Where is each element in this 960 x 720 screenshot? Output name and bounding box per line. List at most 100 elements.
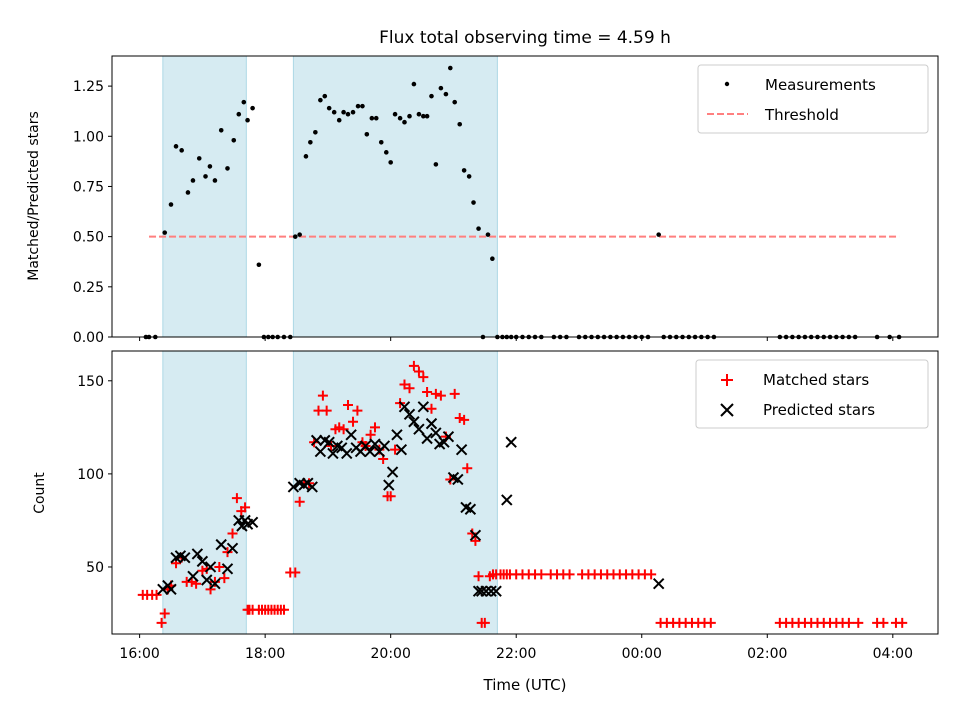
matched-star-point	[459, 414, 470, 425]
predicted-star-point	[341, 447, 353, 460]
x-tick-label: 00:00	[622, 646, 662, 662]
x-tick-label: 16:00	[119, 646, 159, 662]
measurement-point	[212, 178, 218, 183]
matched-star-point	[536, 569, 547, 580]
measurement-point	[341, 109, 346, 115]
predicted-star-point	[364, 445, 376, 458]
legend-threshold-label: Threshold	[764, 106, 839, 124]
predicted-star-point	[191, 548, 204, 560]
measurement-point	[190, 178, 196, 183]
predicted-star-point	[403, 408, 416, 421]
legend-measurements-label: Measurements	[765, 76, 876, 94]
measurement-point	[402, 119, 407, 125]
y-tick-label: 150	[77, 374, 104, 390]
matched-star-point	[413, 366, 424, 377]
predicted-star-point	[201, 574, 213, 586]
bottom-highlight-ranges	[162, 350, 498, 635]
matched-star-point	[348, 416, 359, 427]
legend-predicted-marker	[720, 403, 734, 417]
matched-star-point	[151, 589, 162, 600]
predicted-star-point	[345, 429, 357, 441]
top-y-label: Matched/Predicted stars	[26, 111, 42, 281]
measurement-point	[308, 140, 313, 145]
matched-star-point	[214, 561, 225, 572]
predicted-star-point	[204, 561, 217, 573]
matched-star-point	[454, 413, 465, 424]
measurement-point	[656, 232, 661, 237]
measurement-point	[443, 91, 449, 97]
measurement-point	[360, 103, 365, 109]
matched-star-point	[385, 491, 396, 502]
predicted-star-point	[505, 436, 517, 448]
measurement-point	[490, 256, 495, 262]
bottom-y-axis: 50 100 150	[77, 374, 112, 576]
measurement-point	[245, 117, 250, 123]
measurement-point	[231, 138, 237, 143]
measurement-point	[241, 99, 247, 105]
matched-star-point	[321, 405, 332, 416]
y-tick-label: 50	[86, 560, 104, 576]
bottom-x-axis: 16:00 18:00 20:00 22:00 00:00 02:00 04:00	[119, 634, 913, 662]
measurement-point	[383, 150, 389, 155]
matched-star-point	[227, 528, 238, 539]
matched-star-point	[219, 573, 230, 584]
predicted-star-point	[469, 529, 482, 542]
predicted-star-point	[464, 503, 477, 515]
matched-star-point	[399, 379, 410, 390]
bottom-highlight-band	[292, 350, 498, 635]
matched-star-point	[294, 496, 305, 507]
top-x-ticks	[139, 337, 894, 341]
measurement-point	[421, 113, 426, 119]
measurement-point	[438, 85, 444, 91]
matched-star-point	[430, 388, 441, 399]
predicted-star-point	[165, 583, 177, 596]
matched-star-points	[137, 360, 908, 628]
predicted-star-point	[226, 542, 239, 555]
x-tick-label: 02:00	[747, 646, 787, 662]
matched-star-point	[317, 390, 328, 401]
measurement-point	[318, 97, 323, 103]
legend-predicted-label: Predicted stars	[763, 401, 875, 419]
y-tick-label: 0.00	[73, 330, 104, 346]
predicted-star-point	[652, 578, 665, 590]
predicted-star-point	[490, 585, 502, 597]
measurement-point	[303, 154, 309, 159]
matched-star-point	[352, 405, 363, 416]
x-tick-label: 04:00	[873, 646, 913, 662]
matched-star-point	[408, 360, 419, 371]
predicted-star-point	[475, 585, 488, 597]
matched-star-point	[156, 617, 167, 628]
predicted-star-point	[480, 585, 492, 597]
matched-star-point	[369, 422, 380, 433]
legend-matched-marker	[721, 374, 733, 386]
matched-star-point	[278, 604, 289, 615]
y-tick-label: 1.00	[73, 129, 104, 145]
predicted-star-point	[430, 427, 442, 439]
top-y-axis: 0.00 0.25 0.50 0.75 1.00 1.25	[73, 79, 112, 346]
matched-star-point	[473, 571, 484, 582]
measurement-point	[179, 148, 184, 153]
bottom-legend-box	[695, 359, 929, 429]
predicted-star-point	[386, 466, 399, 478]
predicted-star-point	[179, 551, 191, 564]
measurement-point	[457, 121, 463, 127]
measurement-point	[471, 200, 476, 205]
predicted-star-point	[395, 443, 408, 456]
matched-star-point	[326, 440, 337, 451]
x-tick-label: 20:00	[371, 646, 411, 662]
measurement-point	[373, 115, 379, 121]
top-plot-frame	[111, 55, 939, 338]
top-legend: Measurements Threshold	[697, 64, 929, 134]
y-tick-label: 0.50	[73, 230, 104, 246]
measurement-point	[411, 81, 417, 87]
predicted-star-point	[209, 578, 221, 590]
predicted-star-points	[157, 401, 665, 597]
measurement-point	[207, 164, 213, 169]
measurement-point	[452, 99, 458, 105]
matched-star-point	[435, 390, 446, 401]
matched-star-point	[159, 608, 170, 619]
predicted-star-point	[425, 417, 438, 430]
measurement-point	[388, 160, 393, 165]
measurement-point	[203, 174, 208, 179]
